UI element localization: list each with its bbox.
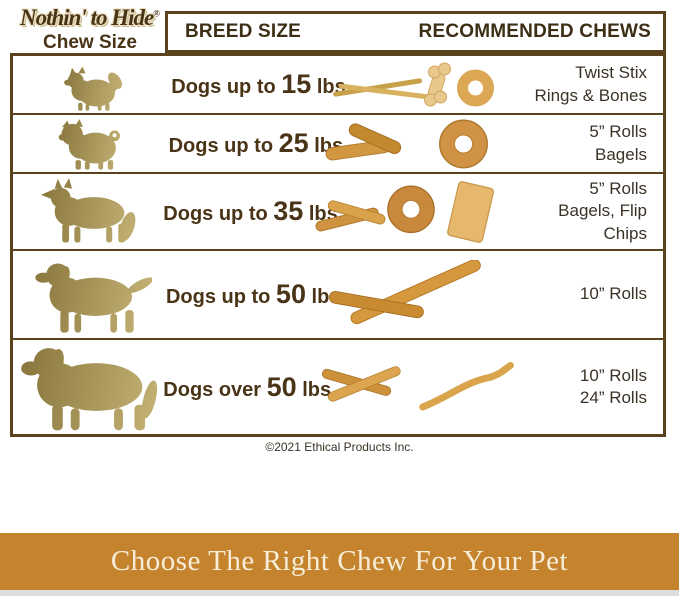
breed-size-label: Dogs up to 35 lbs (163, 196, 338, 226)
table-row: Dogs over 50 lbs 10” Rolls 24” Rolls (13, 338, 663, 434)
recommended-chews-label: Twist Stix Rings & Bones (534, 63, 647, 105)
chew-photo-rolls-bagel (321, 115, 511, 173)
recommended-chews-label: 5” Rolls Bagels, Flip Chips (558, 178, 647, 243)
column-header-breed-size: BREED SIZE (185, 21, 302, 42)
recommended-chews-label: 5” Rolls Bagels (589, 122, 647, 164)
registered-mark: ® (153, 8, 160, 19)
breed-size-label: Dogs up to 25 lbs (168, 128, 344, 158)
pug-dog-icon (13, 115, 169, 172)
table-row: Dogs up to 25 lbs 5” Rolls Bagels (13, 113, 663, 172)
table-row: Dogs up to 35 lbs 5” Rolls Bagels, Flip … (13, 172, 663, 249)
recommended-chews-label: 10” Rolls 24” Rolls (579, 365, 647, 407)
chew-photo-rolls-long-roll (315, 347, 515, 427)
table-header: BREED SIZE RECOMMENDED CHEWS (165, 11, 666, 53)
saint-bernard-dog-icon (13, 340, 163, 434)
chew-photo-rolls-bagel-flip-chip (315, 176, 515, 248)
recommended-chews-label: 10” Rolls (579, 284, 647, 304)
bottom-strip (0, 590, 679, 596)
table-row: Dogs up to 15 lbs Twist Stix Rings & Bon… (13, 56, 663, 113)
breed-size-label: Dogs over 50 lbs (163, 371, 332, 402)
size-table: Dogs up to 15 lbs Twist Stix Rings & Bon… (10, 53, 666, 437)
copyright-text: ©2021 Ethical Products Inc. (265, 440, 414, 454)
banner-slogan: Choose The Right Chew For Your Pet (110, 545, 569, 577)
breed-size-label: Dogs up to 15 lbs (171, 69, 346, 99)
pomeranian-dog-icon (13, 56, 171, 113)
column-header-recommended-chews: RECOMMENDED CHEWS (418, 21, 651, 42)
bottom-banner: Choose The Right Chew For Your Pet (0, 533, 679, 590)
table-row: Dogs up to 50 lbs 10” Rolls (13, 249, 663, 338)
labrador-dog-icon (13, 251, 166, 338)
breed-size-label: Dogs up to 50 lbs (165, 279, 341, 309)
shepherd-dog-icon (13, 174, 163, 249)
brand-name: Nothin' to Hide® (20, 5, 160, 30)
chew-photo-crossed-rolls (318, 259, 513, 330)
chew-photo-twist-stix-ring-bone (323, 59, 508, 111)
